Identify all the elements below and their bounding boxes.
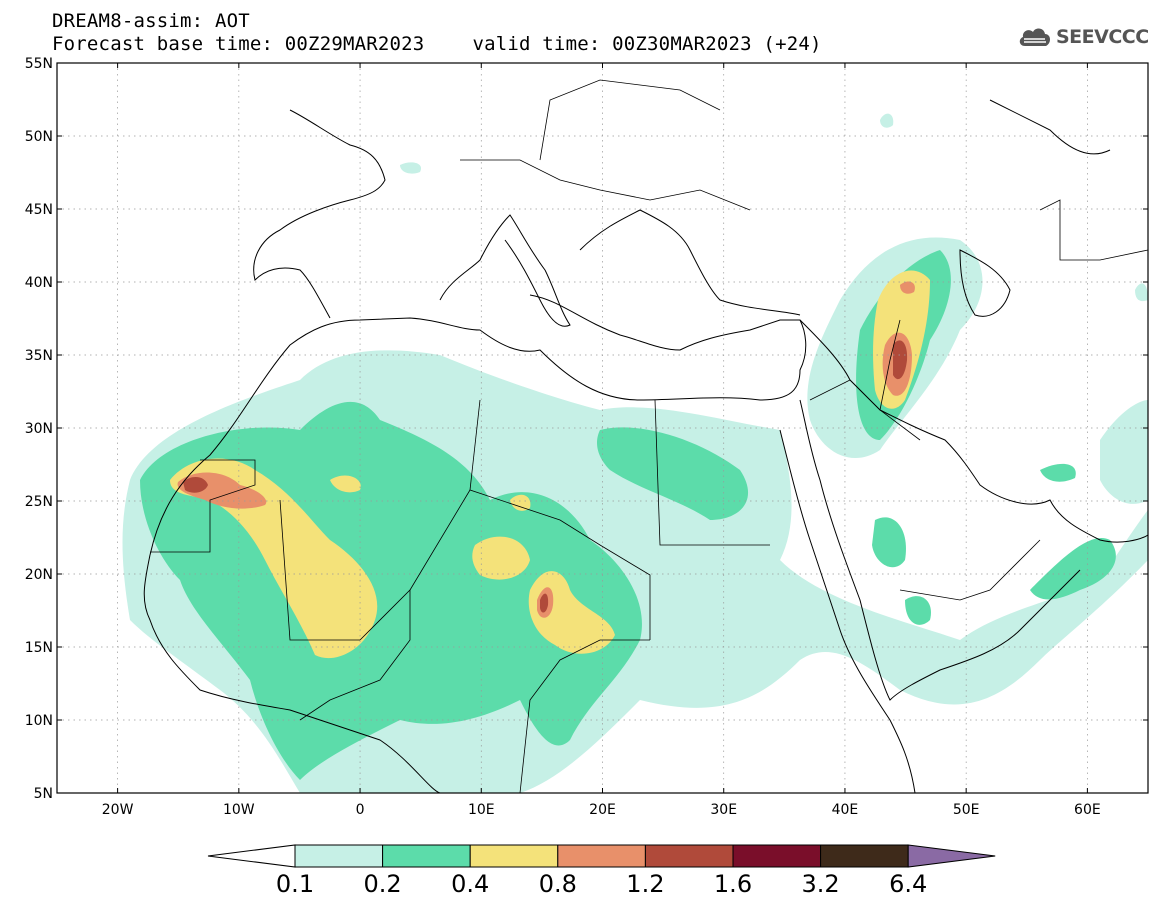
- seevccc-logo: SEEVCCC: [1017, 24, 1149, 50]
- lon-label: 30E: [710, 802, 737, 818]
- colorbar-swatch: [557, 844, 646, 868]
- lat-label: 40N: [25, 275, 53, 291]
- colorbar-label: 6.4: [889, 870, 928, 898]
- axis-ticks: [57, 62, 1148, 794]
- valid-time-label: valid time: 00Z30MAR2023 (+24): [472, 33, 822, 55]
- colorbar-swatch: [644, 844, 734, 868]
- colorbar-high-arrow: [907, 844, 996, 868]
- lat-label: 45N: [25, 202, 53, 218]
- aot-level-1-2: [183, 340, 908, 613]
- longitude-labels: 20W 10W 0 10E 20E 30E 40E 50E 60E: [102, 802, 1101, 818]
- lon-label: 10E: [468, 802, 495, 818]
- lat-label: 55N: [25, 56, 53, 72]
- lat-label: 15N: [25, 640, 53, 656]
- colorbar-swatch: [294, 844, 384, 868]
- colorbar-label: 0.8: [538, 870, 577, 898]
- lon-label: 0: [356, 802, 365, 818]
- lon-label: 50E: [953, 802, 980, 818]
- logo-text: SEEVCCC: [1056, 26, 1149, 48]
- coastlines: [143, 99, 1148, 793]
- colorbar-swatch: [820, 844, 909, 868]
- lon-label: 40E: [832, 802, 859, 818]
- model-title: DREAM8-assim: AOT: [52, 10, 250, 32]
- lat-label: 35N: [25, 348, 53, 364]
- lat-label: 10N: [25, 713, 53, 729]
- lat-label: 20N: [25, 567, 53, 583]
- lon-label: 60E: [1074, 802, 1101, 818]
- country-borders: [150, 79, 1148, 793]
- dust-field: [122, 113, 1148, 793]
- lat-label: 30N: [25, 421, 53, 437]
- lon-label: 20W: [102, 802, 134, 818]
- colorbar-label: 1.6: [713, 870, 753, 898]
- time-line: Forecast base time: 00Z29MAR2023 valid ti…: [52, 33, 822, 55]
- graticule: [57, 63, 1148, 793]
- base-time-label: Forecast base time: 00Z29MAR2023: [52, 33, 425, 55]
- lat-label: 25N: [25, 494, 53, 510]
- colorbar-label: 0.2: [363, 870, 402, 898]
- latitude-labels: 55N 50N 45N 40N 35N 30N 25N 20N 15N 10N 5N: [25, 56, 53, 802]
- colorbar-label: 1.2: [626, 870, 665, 898]
- lat-label: 50N: [25, 129, 53, 145]
- colorbar-swatch: [469, 844, 559, 868]
- colorbar-low-arrow: [207, 844, 296, 868]
- colorbar-label: 0.4: [451, 870, 490, 898]
- colorbar-swatch: [382, 844, 471, 868]
- colorbar-label: 3.2: [801, 870, 840, 898]
- lon-label: 10W: [223, 802, 255, 818]
- colorbar-label: 0.1: [275, 870, 315, 898]
- colorbar-swatch: [732, 844, 822, 868]
- colorbar: [207, 844, 996, 868]
- lat-label: 5N: [34, 786, 53, 802]
- lon-label: 20E: [589, 802, 616, 818]
- cloud-icon: [1019, 28, 1051, 46]
